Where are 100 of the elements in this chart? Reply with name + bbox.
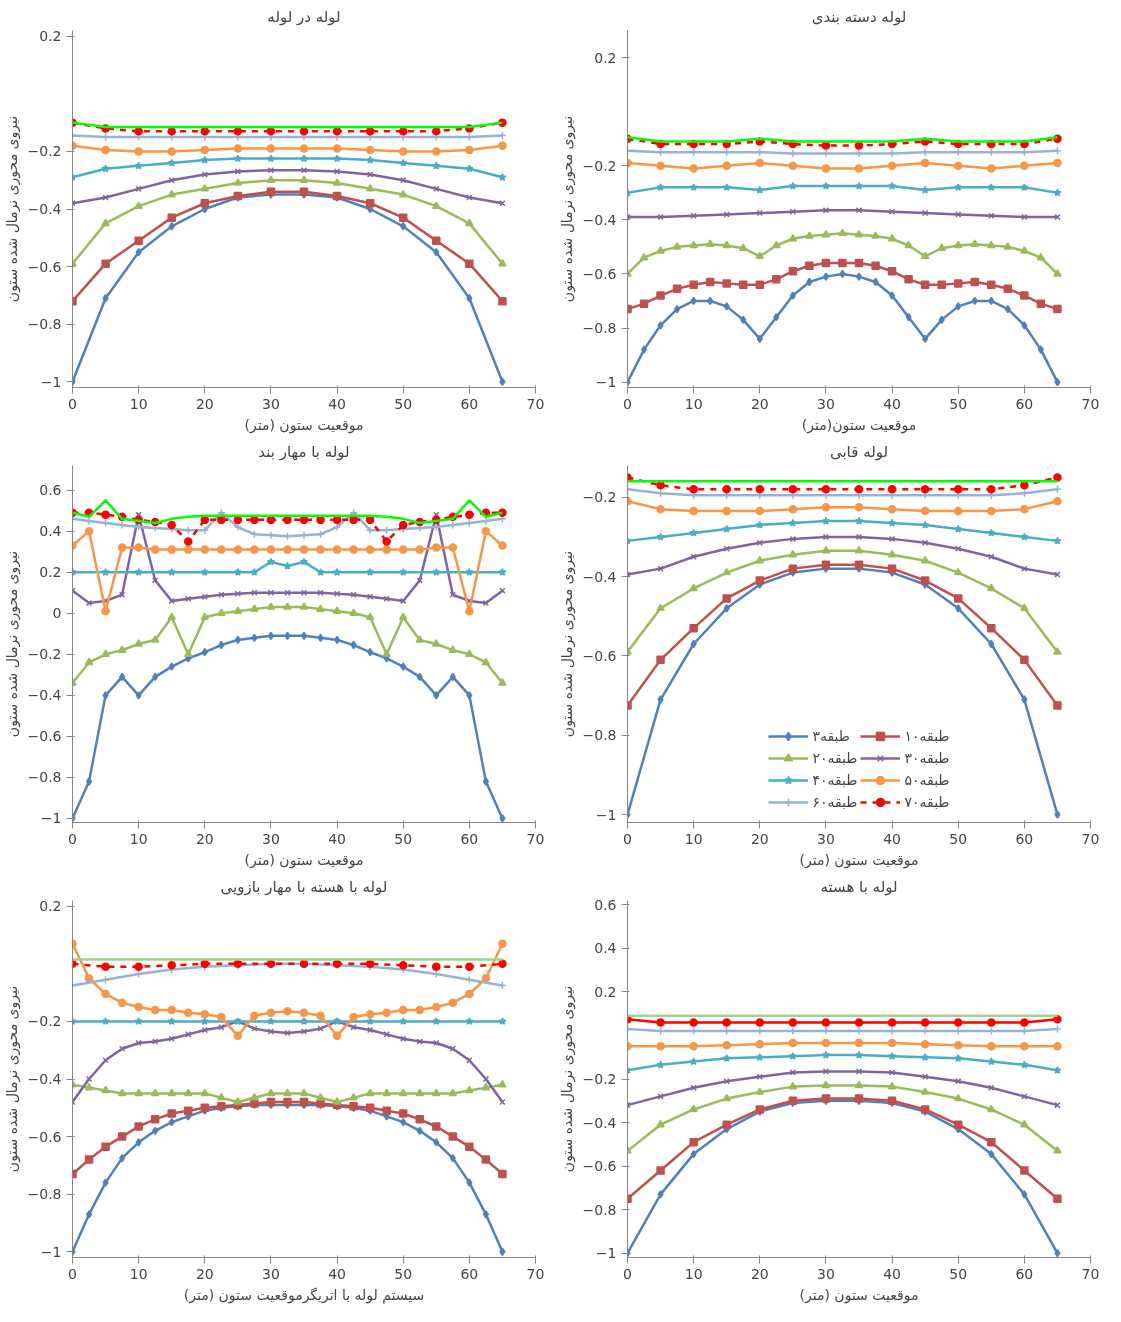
x-tick-label: 40 <box>883 830 901 847</box>
y-tick-label: −0.8 <box>27 769 62 786</box>
x-tick-label: 40 <box>328 1265 346 1282</box>
legend-label: طبقه۵۰ <box>904 772 950 788</box>
x-tick-label: 30 <box>262 395 280 412</box>
chart-title: لوله با هسته <box>820 877 898 896</box>
x-tick-label: 10 <box>129 1265 148 1282</box>
x-axis-title: موقعیت ستون (متر) <box>799 851 919 869</box>
y-tick-label: −1 <box>40 810 62 827</box>
x-tick-label: 50 <box>949 395 968 412</box>
x-axis-title: موقعیت ستون (متر) <box>799 1286 919 1304</box>
y-tick-label: −1 <box>595 1245 617 1262</box>
x-axis-title: سیستم لوله با اتریگرموقعیت ستون (متر) <box>183 1286 425 1304</box>
x-tick-label: 70 <box>526 830 545 847</box>
x-tick-label: 0 <box>623 1265 632 1282</box>
x-tick-label: 40 <box>883 1265 901 1282</box>
x-tick-label: 10 <box>129 395 148 412</box>
x-axis-title: موقعیت ستون (متر) <box>244 416 364 434</box>
y-tick-label: −0.4 <box>27 201 62 217</box>
y-tick-label: −0.6 <box>27 728 62 745</box>
y-axis-title: نیروی محوری نرمال شده ستون <box>558 985 576 1173</box>
y-tick-label: −0.2 <box>27 646 62 663</box>
x-tick-label: 20 <box>750 830 769 847</box>
x-tick-label: 20 <box>750 395 769 412</box>
y-axis-title: نیروی محوری نرمال شده ستون <box>3 550 21 738</box>
legend-label: طبقه۷۰ <box>904 794 950 810</box>
y-tick-label: −0.6 <box>27 258 62 275</box>
x-tick-label: 70 <box>1081 830 1100 847</box>
y-tick-label: −0.2 <box>27 1013 62 1030</box>
x-axis-title: موقعیت ستون (متر) <box>244 851 364 869</box>
x-tick-label: 70 <box>526 1265 545 1282</box>
y-tick-label: 0.6 <box>39 482 62 499</box>
y-tick-label: −0.2 <box>582 1071 617 1087</box>
x-tick-label: 0 <box>623 395 632 412</box>
x-tick-label: 30 <box>817 1265 835 1282</box>
x-tick-label: 0 <box>623 830 632 847</box>
y-tick-label: −0.6 <box>582 1158 617 1175</box>
y-tick-label: −0.4 <box>27 1071 62 1087</box>
y-tick-label: −0.8 <box>27 1186 62 1203</box>
legend-label: طبقه۴۰ <box>812 772 858 788</box>
y-tick-label: 0.6 <box>594 896 617 913</box>
x-tick-label: 40 <box>883 395 901 412</box>
y-tick-label: −0.6 <box>582 647 617 664</box>
y-tick-label: −1 <box>595 806 617 823</box>
y-tick-label: −0.6 <box>27 1128 62 1145</box>
y-axis-title: نیروی محوری نرمال شده ستون <box>558 115 576 303</box>
x-tick-label: 10 <box>684 395 703 412</box>
x-tick-label: 0 <box>68 395 77 412</box>
chart-title: لوله با مهار بند <box>258 442 350 461</box>
y-tick-label: −0.4 <box>582 568 617 585</box>
y-tick-label: 0.4 <box>594 940 617 957</box>
x-tick-label: 10 <box>684 830 703 847</box>
x-tick-label: 50 <box>394 1265 413 1282</box>
y-tick-label: 0 <box>52 605 62 622</box>
y-tick-label: 0.2 <box>39 28 62 45</box>
y-tick-label: −0.4 <box>582 1114 617 1131</box>
x-tick-label: 50 <box>394 395 413 412</box>
legend-label: طبقه۱۰ <box>904 728 950 744</box>
x-tick-label: 20 <box>195 395 214 412</box>
x-tick-label: 60 <box>1015 1265 1034 1282</box>
x-tick-label: 50 <box>949 830 968 847</box>
y-tick-label: −0.6 <box>582 265 617 282</box>
chart-title: لوله در لوله <box>267 7 341 26</box>
x-tick-label: 50 <box>394 830 413 847</box>
y-tick-label: 0.2 <box>594 49 617 66</box>
chart-title: لوله دسته بندی <box>811 7 907 26</box>
x-tick-label: 0 <box>68 1265 77 1282</box>
legend-label: طبقه۳ <box>812 728 850 744</box>
x-tick-label: 60 <box>1015 395 1034 412</box>
y-tick-label: −0.8 <box>27 316 62 333</box>
x-tick-label: 10 <box>129 830 148 847</box>
y-tick-label: −1 <box>40 1243 62 1260</box>
y-tick-label: 0.2 <box>39 564 62 581</box>
y-tick-label: −1 <box>595 374 617 391</box>
y-tick-label: −1 <box>40 373 62 390</box>
legend-label: طبقه۳۰ <box>904 750 950 766</box>
y-tick-label: −0.2 <box>27 143 62 160</box>
y-tick-label: 0.4 <box>39 523 62 540</box>
chart-title: لوله با هسته با مهار بازویی <box>220 877 388 896</box>
x-tick-label: 30 <box>817 395 835 412</box>
x-tick-label: 10 <box>684 1265 703 1282</box>
x-tick-label: 20 <box>195 830 214 847</box>
x-tick-label: 20 <box>750 1265 769 1282</box>
y-axis-title: نیروی محوری نرمال شده ستون <box>3 985 21 1173</box>
x-tick-label: 60 <box>460 830 479 847</box>
x-tick-label: 70 <box>526 395 545 412</box>
x-tick-label: 30 <box>262 1265 280 1282</box>
y-tick-label: 0.2 <box>594 983 617 1000</box>
x-tick-label: 60 <box>460 1265 479 1282</box>
y-tick-label: 0.2 <box>39 898 62 915</box>
x-tick-label: 50 <box>949 1265 968 1282</box>
x-tick-label: 70 <box>1081 395 1100 412</box>
y-tick-label: −0.4 <box>27 687 62 704</box>
x-tick-label: 70 <box>1081 1265 1100 1282</box>
x-tick-label: 30 <box>262 830 280 847</box>
x-tick-label: 20 <box>195 1265 214 1282</box>
y-tick-label: −0.4 <box>582 211 617 228</box>
x-axis-title: موقعیت ستون(متر) <box>801 416 917 434</box>
y-tick-label: −0.2 <box>582 157 617 174</box>
y-axis-title: نیروی محوری نرمال شده ستون <box>3 115 21 303</box>
